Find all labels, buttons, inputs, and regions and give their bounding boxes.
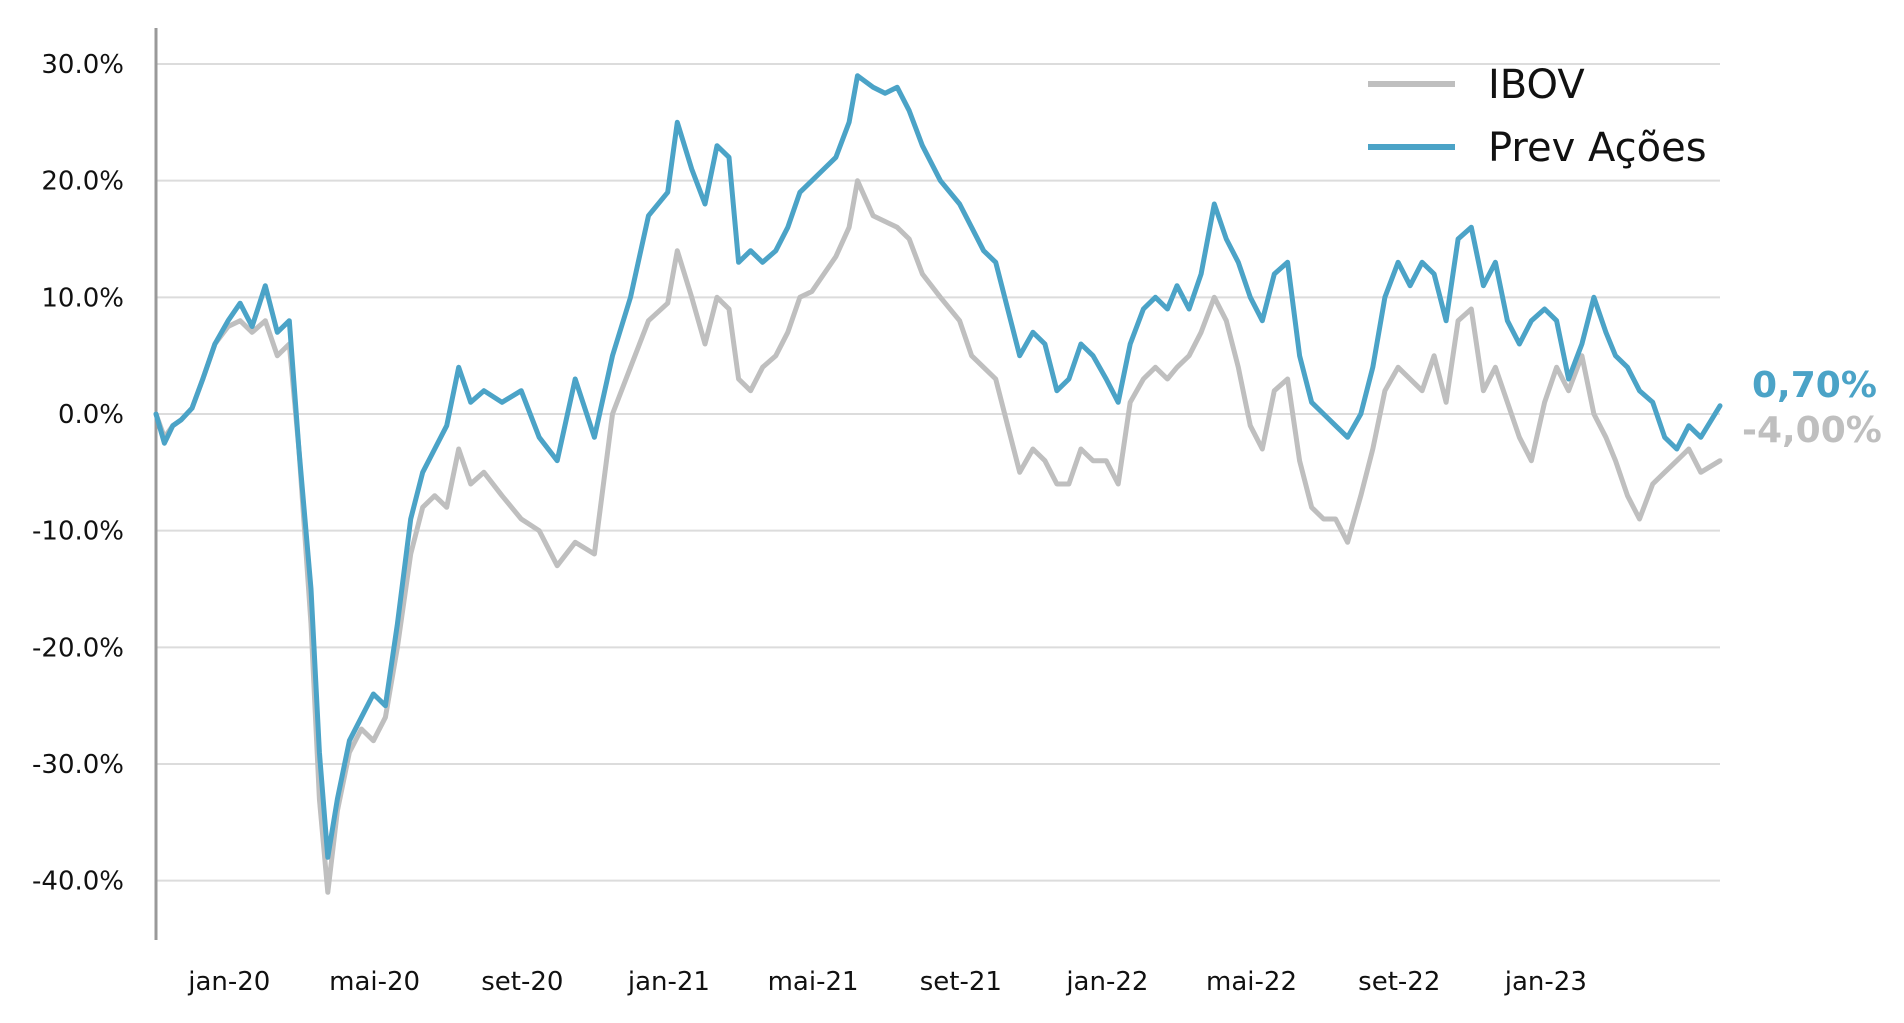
x-tick-label: set-20: [481, 967, 563, 997]
legend-label: IBOV: [1488, 62, 1585, 108]
end-label-prev-acoes: 0,70%: [1752, 365, 1877, 406]
x-tick-label: mai-20: [329, 967, 420, 997]
x-tick-label: jan-21: [627, 967, 710, 997]
series-lines: [153, 73, 1723, 895]
end-value-labels: -4,00%0,70%: [1742, 365, 1882, 451]
series-line-prev-acoes: [153, 73, 1723, 860]
y-tick-label: 10.0%: [41, 283, 124, 313]
x-tick-label: mai-22: [1206, 967, 1297, 997]
y-tick-label: 30.0%: [41, 50, 124, 80]
y-tick-label: -20.0%: [32, 633, 124, 663]
x-tick-label: set-22: [1358, 967, 1440, 997]
y-tick-label: 0.0%: [58, 400, 124, 430]
x-tick-label: jan-23: [1504, 967, 1587, 997]
y-tick-label: -30.0%: [32, 750, 124, 780]
series-line-ibov: [153, 178, 1723, 895]
x-tick-label: jan-22: [1065, 967, 1148, 997]
x-tick-label: jan-20: [187, 967, 270, 997]
legend-label: Prev Ações: [1488, 125, 1707, 171]
y-axis-tick-labels: 30.0% 20.0% 10.0% 0.0% -10.0% -20.0% -30.0% -40…: [32, 50, 124, 897]
x-axis-tick-labels: jan-20 mai-20 set-20 jan-21 mai-21 set-21 jan-…: [187, 967, 1587, 997]
y-tick-label: -10.0%: [32, 517, 124, 547]
y-tick-label: -40.0%: [32, 867, 124, 897]
x-tick-label: mai-21: [768, 967, 859, 997]
x-tick-label: set-21: [920, 967, 1002, 997]
legend: IBOV Prev Ações: [1368, 62, 1707, 171]
y-tick-label: 20.0%: [41, 167, 124, 197]
gridlines: [156, 63, 1720, 882]
end-label-ibov: -4,00%: [1742, 410, 1882, 451]
